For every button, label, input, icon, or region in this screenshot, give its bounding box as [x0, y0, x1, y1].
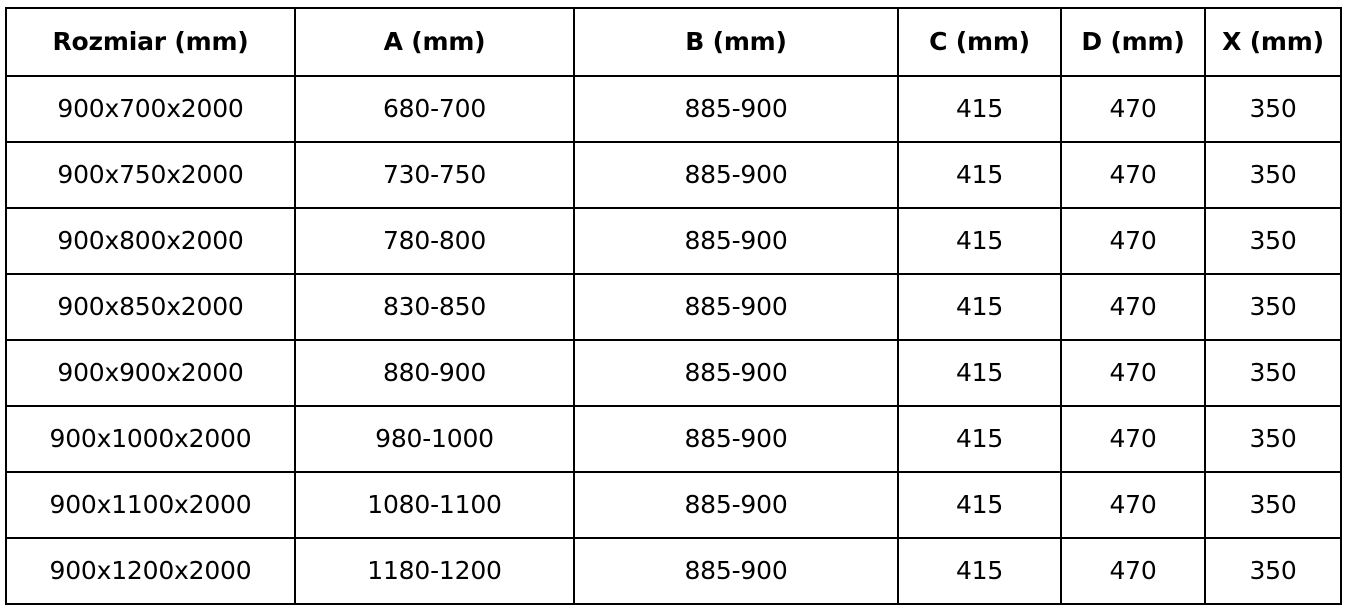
table-header-row: Rozmiar (mm) A (mm) B (mm) C (mm) D (mm)…	[5, 7, 1342, 77]
cell-b: 885-900	[573, 141, 899, 209]
cell-d: 470	[1060, 273, 1206, 341]
table-row: 900x800x2000 780-800 885-900 415 470 350	[5, 207, 1342, 275]
cell-c: 415	[897, 207, 1062, 275]
cell-b: 885-900	[573, 405, 899, 473]
cell-size: 900x1100x2000	[5, 471, 296, 539]
table-row: 900x900x2000 880-900 885-900 415 470 350	[5, 339, 1342, 407]
table-row: 900x750x2000 730-750 885-900 415 470 350	[5, 141, 1342, 209]
cell-d: 470	[1060, 141, 1206, 209]
table-row: 900x1200x2000 1180-1200 885-900 415 470 …	[5, 537, 1342, 605]
cell-b: 885-900	[573, 75, 899, 143]
cell-b: 885-900	[573, 207, 899, 275]
column-header-d: D (mm)	[1060, 7, 1206, 77]
cell-c: 415	[897, 537, 1062, 605]
column-header-c: C (mm)	[897, 7, 1062, 77]
cell-d: 470	[1060, 207, 1206, 275]
cell-size: 900x900x2000	[5, 339, 296, 407]
cell-size: 900x1200x2000	[5, 537, 296, 605]
cell-x: 350	[1204, 141, 1342, 209]
cell-x: 350	[1204, 471, 1342, 539]
cell-a: 980-1000	[294, 405, 575, 473]
cell-c: 415	[897, 75, 1062, 143]
cell-c: 415	[897, 273, 1062, 341]
cell-a: 680-700	[294, 75, 575, 143]
cell-x: 350	[1204, 339, 1342, 407]
table-row: 900x850x2000 830-850 885-900 415 470 350	[5, 273, 1342, 341]
column-header-a: A (mm)	[294, 7, 575, 77]
cell-b: 885-900	[573, 537, 899, 605]
cell-a: 1180-1200	[294, 537, 575, 605]
cell-size: 900x800x2000	[5, 207, 296, 275]
cell-x: 350	[1204, 405, 1342, 473]
cell-b: 885-900	[573, 339, 899, 407]
cell-a: 880-900	[294, 339, 575, 407]
table-row: 900x1100x2000 1080-1100 885-900 415 470 …	[5, 471, 1342, 539]
cell-b: 885-900	[573, 273, 899, 341]
cell-c: 415	[897, 405, 1062, 473]
cell-x: 350	[1204, 537, 1342, 605]
cell-size: 900x850x2000	[5, 273, 296, 341]
column-header-x: X (mm)	[1204, 7, 1342, 77]
cell-c: 415	[897, 141, 1062, 209]
cell-d: 470	[1060, 75, 1206, 143]
cell-a: 1080-1100	[294, 471, 575, 539]
column-header-b: B (mm)	[573, 7, 899, 77]
cell-size: 900x700x2000	[5, 75, 296, 143]
cell-size: 900x1000x2000	[5, 405, 296, 473]
cell-d: 470	[1060, 537, 1206, 605]
cell-b: 885-900	[573, 471, 899, 539]
cell-d: 470	[1060, 405, 1206, 473]
cell-x: 350	[1204, 75, 1342, 143]
cell-x: 350	[1204, 273, 1342, 341]
cell-a: 780-800	[294, 207, 575, 275]
dimensions-table: Rozmiar (mm) A (mm) B (mm) C (mm) D (mm)…	[5, 7, 1342, 605]
cell-x: 350	[1204, 207, 1342, 275]
table-row: 900x700x2000 680-700 885-900 415 470 350	[5, 75, 1342, 143]
cell-d: 470	[1060, 471, 1206, 539]
table-body: 900x700x2000 680-700 885-900 415 470 350…	[5, 75, 1342, 605]
cell-a: 730-750	[294, 141, 575, 209]
cell-d: 470	[1060, 339, 1206, 407]
table-row: 900x1000x2000 980-1000 885-900 415 470 3…	[5, 405, 1342, 473]
cell-size: 900x750x2000	[5, 141, 296, 209]
cell-c: 415	[897, 471, 1062, 539]
column-header-size: Rozmiar (mm)	[5, 7, 296, 77]
cell-a: 830-850	[294, 273, 575, 341]
table-header: Rozmiar (mm) A (mm) B (mm) C (mm) D (mm)…	[5, 7, 1342, 77]
cell-c: 415	[897, 339, 1062, 407]
